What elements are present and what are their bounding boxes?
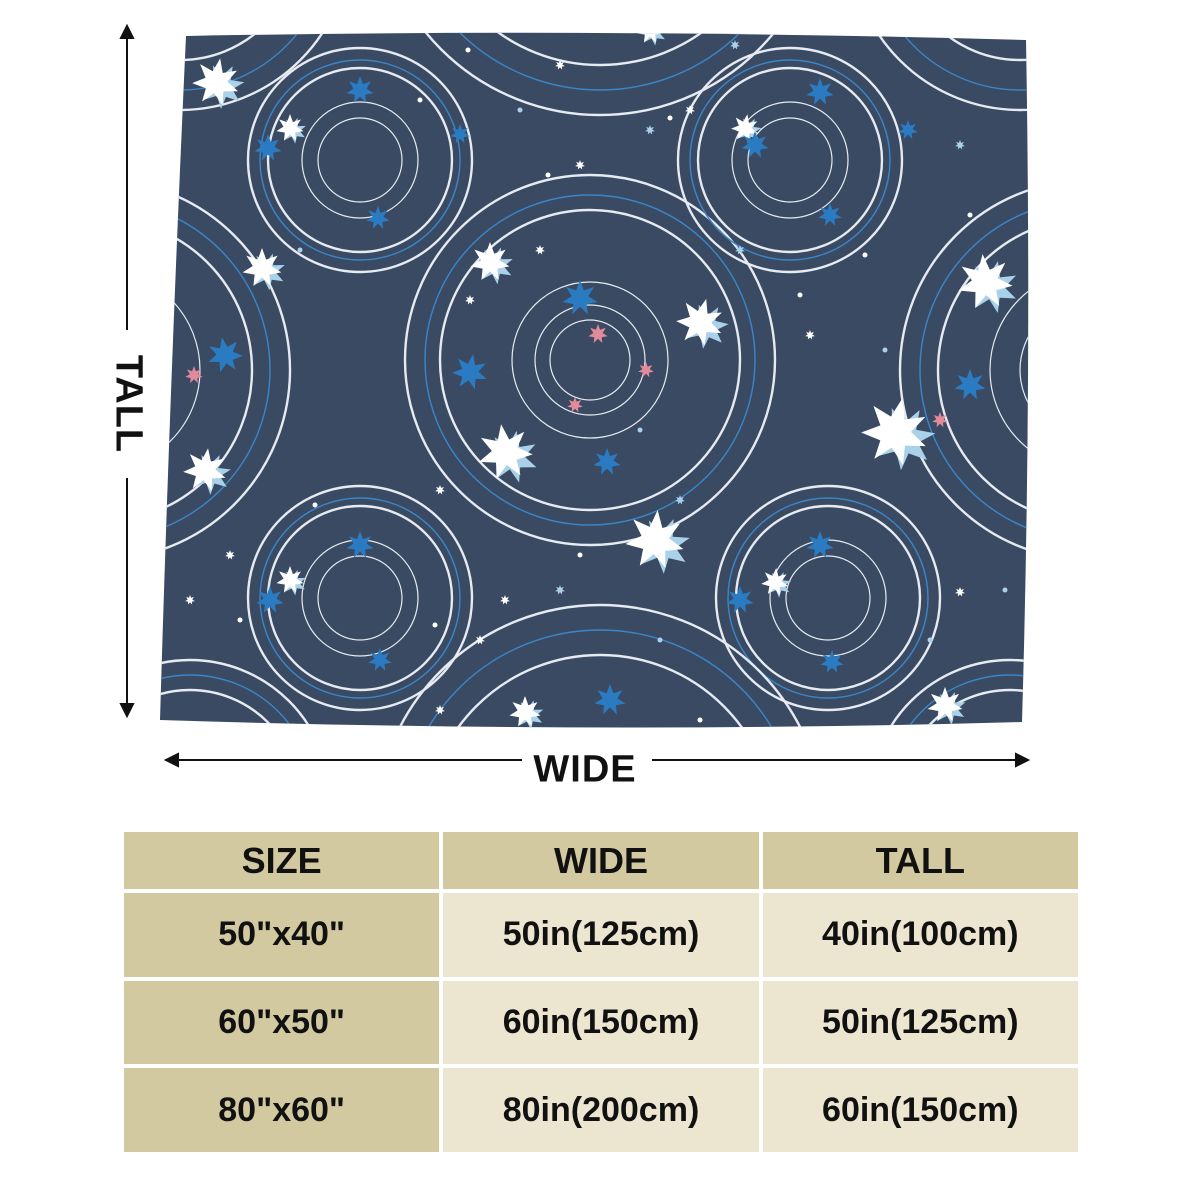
table-row: 80"x60" 80in(200cm) 60in(150cm) [124,1068,1078,1152]
orbit-ring-blue [884,674,1029,728]
orbit-ring [1019,299,1029,441]
tiny-star-dot [312,502,318,508]
orbit-ring [160,688,302,728]
orbit-ring [438,208,742,512]
size-cell: 80"x60" [124,1068,440,1152]
tall-cell: 40in(100cm) [762,893,1078,977]
orbit-ring [898,688,1029,728]
orbit-ring [511,281,669,439]
size-cell: 60"x50" [124,980,440,1065]
tiny-star-dot [667,115,673,121]
orbit-ring-blue [160,199,271,541]
tiny-star-dot [465,47,471,53]
orbit-ring [160,216,254,524]
orbit-ring-blue [689,59,891,261]
size-cell: 50"x40" [124,893,440,977]
header-wide: WIDE [443,832,759,890]
tiny-star-dot [417,97,423,103]
table-row: 60"x50" 60in(150cm) 50in(125cm) [124,980,1078,1065]
tiny-star-dot [862,252,868,258]
orbit-ring [160,658,332,728]
orbit-ring [160,178,292,562]
table-row: 50"x40" 50in(125cm) 40in(100cm) [124,893,1078,977]
orbit-ring [403,173,777,547]
orbit-ring-blue [399,629,801,728]
orbit-ring-blue [259,59,461,261]
wide-cell: 60in(150cm) [443,980,759,1065]
tall-cell: 50in(125cm) [762,980,1078,1065]
orbit-ring [549,319,631,401]
tiny-star-dot [297,247,303,253]
tiny-star-dot [637,427,643,433]
orbit-ring [266,66,454,254]
blanket [160,32,1029,728]
blanket-fabric [160,32,1029,728]
table-header-row: SIZE WIDE TALL [124,832,1078,890]
orbit-ring [246,46,474,274]
tall-arrow [119,23,135,719]
orbit-ring [423,653,777,728]
orbit-ring [423,32,777,67]
size-table: SIZE WIDE TALL 50"x40" 50in(125cm) 40in(… [120,828,1082,1156]
tiny-star-dot [432,622,438,628]
tiny-star-dot [517,107,523,113]
tiny-star-dot [1002,587,1008,593]
star-ring-pattern [160,32,1029,728]
tiny-star-dot [927,637,933,643]
orbit-ring [373,603,827,728]
tiny-star-dot [697,717,703,723]
orbit-ring [246,484,474,712]
tiny-star-dot [577,552,583,558]
orbit-ring [898,32,1029,62]
orbit-ring-blue [919,199,1029,541]
orbit-ring [868,658,1029,728]
tiny-star-dot [797,292,803,298]
header-tall: TALL [762,832,1078,890]
wide-cell: 80in(200cm) [443,1068,759,1152]
header-size: SIZE [124,832,440,890]
orbit-ring [676,46,904,274]
orbit-ring [898,178,1029,562]
orbit-ring [317,555,403,641]
tiny-star-dot [237,617,243,623]
blanket-illustration [119,23,1031,768]
tiny-star-dot [967,212,973,218]
orbit-ring [731,101,849,219]
orbit-ring [317,117,403,203]
orbit-ring [534,304,646,416]
orbit-ring [785,555,871,641]
tiny-star-dot [882,347,888,353]
orbit-ring-blue [727,497,929,699]
orbit-ring-blue [424,194,756,526]
orbit-ring-blue [259,497,461,699]
orbit-ring [848,32,1029,112]
wide-label: WIDE [533,748,637,791]
tall-cell: 60in(150cm) [762,1068,1078,1152]
orbit-ring [747,117,833,203]
tiny-star-dot [657,637,663,643]
orbit-ring [714,484,942,712]
orbit-ring [696,66,884,254]
orbit-ring [301,101,419,219]
orbit-ring-blue [399,32,801,91]
orbit-ring [989,269,1029,471]
orbit-ring [373,32,827,117]
tiny-star-dot [545,172,551,178]
orbit-ring-blue [869,32,1029,91]
orbit-ring-blue [160,674,316,728]
wide-arrow [163,752,1031,768]
orbit-ring [936,216,1029,524]
wide-cell: 50in(125cm) [443,893,759,977]
tall-label: TALL [107,354,150,454]
